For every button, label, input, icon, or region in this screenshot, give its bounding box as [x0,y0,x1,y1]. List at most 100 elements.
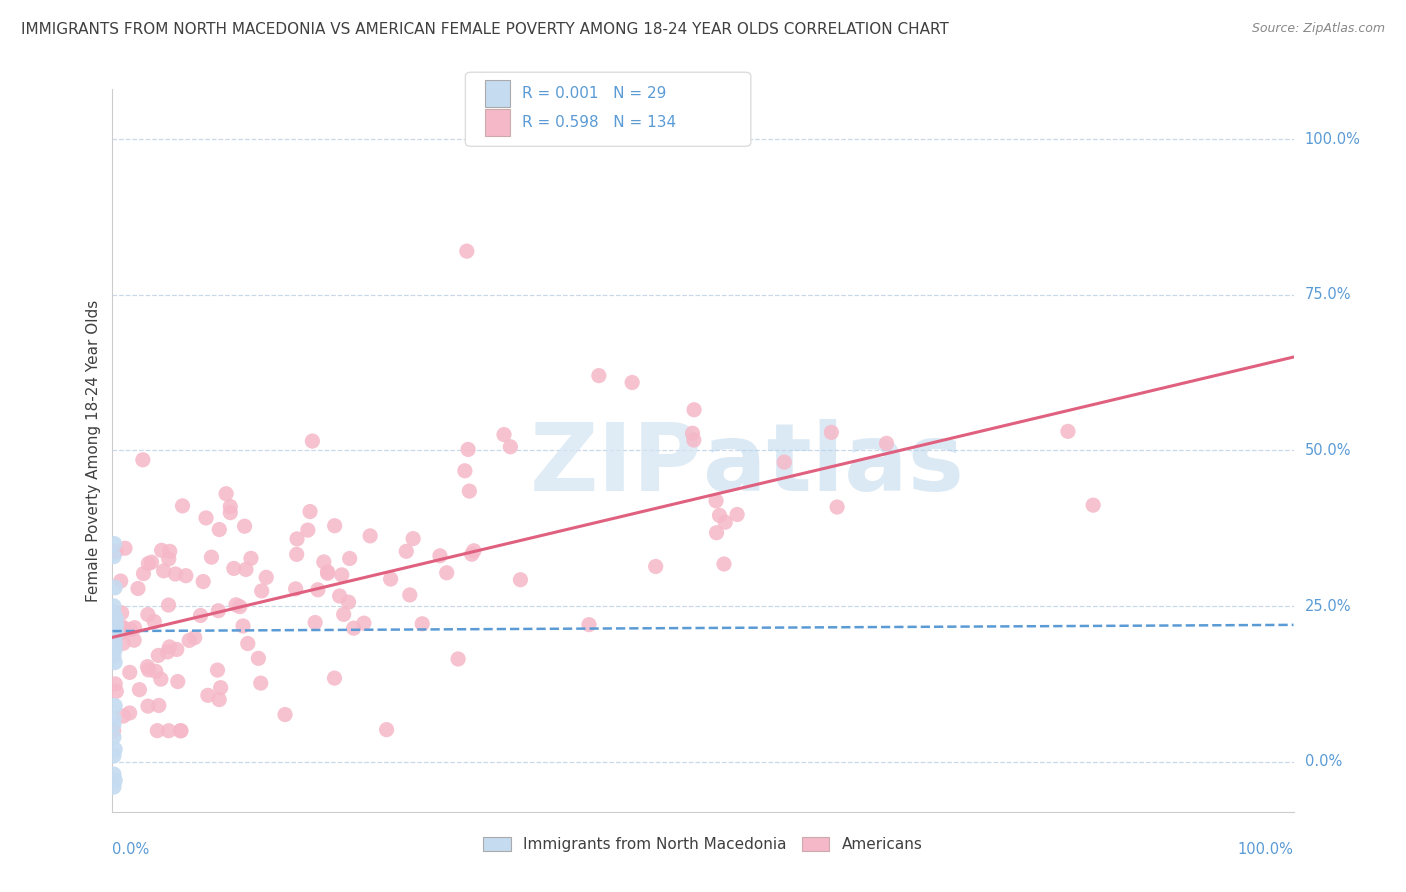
Point [492,427,515,442]
Point [297,523,319,537]
Point [285,532,308,546]
Point [215,487,238,501]
Point [136,607,159,622]
Point [236,636,259,650]
Y-axis label: Female Poverty Among 18-24 Year Olds: Female Poverty Among 18-24 Year Olds [86,300,101,601]
Text: 50.0%: 50.0% [1305,443,1351,458]
Point [103,723,125,738]
Point [138,557,160,571]
Point [103,537,125,551]
Point [461,547,484,561]
Point [301,434,323,448]
Point [330,567,353,582]
Text: R = 0.001   N = 29: R = 0.001 N = 29 [522,87,666,101]
Point [682,426,704,441]
Point [235,562,257,576]
Point [104,544,127,558]
Text: 25.0%: 25.0% [1305,599,1351,614]
Point [118,706,141,720]
Point [250,583,273,598]
Point [249,676,271,690]
Point [104,581,127,595]
Point [285,547,308,561]
Text: 0.0%: 0.0% [112,842,149,857]
Point [110,574,132,588]
Point [725,508,748,522]
Point [1057,425,1080,439]
Point [112,636,135,650]
Point [713,557,735,571]
Point [304,615,326,630]
Point [402,532,425,546]
Point [232,619,254,633]
Point [709,508,731,523]
Text: 100.0%: 100.0% [1305,131,1361,146]
Text: 75.0%: 75.0% [1305,287,1351,302]
Point [456,244,478,259]
Point [165,566,187,581]
Point [103,648,125,663]
Point [343,621,366,635]
Point [411,616,433,631]
Point [138,663,160,677]
Point [876,436,898,450]
Point [103,630,125,644]
Point [157,598,180,612]
Point [621,376,644,390]
Point [105,612,128,626]
Point [122,633,145,648]
Text: IMMIGRANTS FROM NORTH MACEDONIA VS AMERICAN FEMALE POVERTY AMONG 18-24 YEAR OLDS: IMMIGRANTS FROM NORTH MACEDONIA VS AMERI… [21,22,949,37]
Point [380,572,402,586]
Text: Source: ZipAtlas.com: Source: ZipAtlas.com [1251,22,1385,36]
Point [395,544,418,558]
Point [104,642,127,657]
Point [183,631,205,645]
Point [457,442,479,457]
Point [172,499,194,513]
Text: 0.0%: 0.0% [1305,755,1341,770]
Point [118,665,141,680]
Point [339,551,361,566]
Point [254,570,277,584]
Point [323,518,346,533]
Point [104,655,127,669]
Text: atlas: atlas [703,419,965,511]
Point [105,618,128,632]
Point [588,368,610,383]
Point [509,573,531,587]
Point [704,493,727,508]
Point [136,659,159,673]
Point [429,549,451,563]
Point [247,651,270,665]
Point [207,604,229,618]
Point [179,633,201,648]
Point [104,698,127,713]
Point [103,618,125,632]
Point [103,636,125,650]
Point [316,566,339,581]
Point [714,515,737,529]
Point [499,440,522,454]
Point [174,568,197,582]
Point [103,630,125,644]
Point [458,484,481,499]
Point [156,645,179,659]
Point [112,709,135,723]
Point [195,511,218,525]
Point [148,648,170,663]
Point [136,699,159,714]
Point [207,663,229,677]
Point [143,615,166,629]
Point [359,529,381,543]
Point [222,561,245,575]
Point [190,608,212,623]
Point [329,589,352,603]
Point [316,565,339,579]
Point [447,652,470,666]
Point [706,525,728,540]
Point [375,723,398,737]
Point [307,582,329,597]
Point [229,599,252,614]
Point [233,519,256,533]
Point [105,624,128,639]
